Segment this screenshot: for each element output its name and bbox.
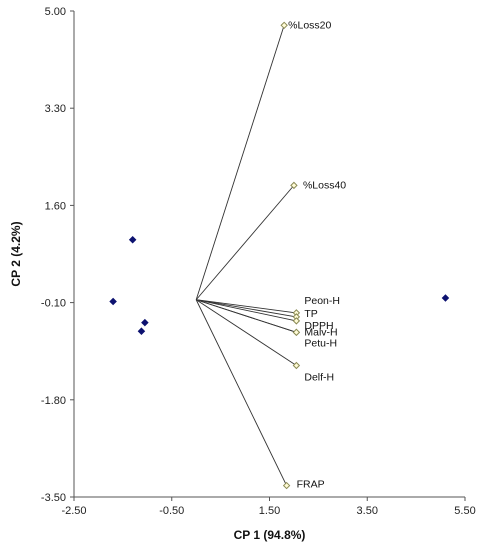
y-tick-label: 1.60 bbox=[45, 200, 66, 212]
x-tick-label: -0.50 bbox=[159, 505, 184, 517]
vector-marker bbox=[290, 181, 298, 190]
vector-line bbox=[195, 185, 295, 301]
vector-line bbox=[196, 299, 297, 333]
vector-marker bbox=[282, 481, 291, 490]
score-point bbox=[128, 235, 137, 244]
vector-marker bbox=[292, 328, 301, 337]
x-tick-label: 1.50 bbox=[259, 505, 280, 517]
vector-line bbox=[195, 299, 288, 486]
axes-layer bbox=[73, 11, 465, 498]
score-point bbox=[109, 297, 117, 306]
vector-line bbox=[195, 25, 285, 300]
vector-marker bbox=[280, 21, 288, 30]
y-tick-label: -0.10 bbox=[41, 298, 66, 310]
vector-line bbox=[196, 299, 297, 314]
y-tick-label: 3.30 bbox=[45, 103, 66, 115]
x-axis-ticks: -2.50 -0.50 1.50 3.50 5.50 bbox=[61, 497, 476, 517]
points-layer bbox=[109, 235, 450, 335]
vector-label: FRAP bbox=[297, 479, 325, 491]
vector-label: TP bbox=[304, 308, 317, 320]
vector-line bbox=[196, 299, 297, 322]
y-tick-label: -1.80 bbox=[41, 395, 66, 407]
vector-label: Malv-H bbox=[304, 326, 337, 338]
score-point bbox=[441, 294, 450, 302]
score-point bbox=[137, 327, 146, 335]
y-tick-label: -3.50 bbox=[41, 492, 66, 504]
x-axis-title: CP 1 (94.8%) bbox=[234, 528, 306, 542]
x-tick-label: 5.50 bbox=[454, 505, 475, 517]
vector-line bbox=[196, 299, 297, 318]
vector-line bbox=[195, 299, 297, 366]
vector-label: Delf-H bbox=[304, 371, 334, 383]
y-axis-ticks: 5.00 3.30 1.60 -0.10 -1.80 -3.50 bbox=[41, 6, 74, 504]
y-axis-title: CP 2 (4.2%) bbox=[9, 221, 23, 286]
x-tick-label: -2.50 bbox=[61, 505, 86, 517]
score-point bbox=[141, 318, 149, 327]
vector-label: %Loss20 bbox=[288, 19, 331, 31]
vector-marker bbox=[292, 361, 301, 370]
vector-label: Peon-H bbox=[304, 295, 340, 307]
vector-label: %Loss40 bbox=[303, 179, 346, 191]
x-tick-label: 3.50 bbox=[357, 505, 378, 517]
vector-marker bbox=[292, 317, 301, 325]
y-tick-label: 5.00 bbox=[45, 6, 66, 18]
vector-label: Petu-H bbox=[304, 337, 337, 349]
vector-label: DPPH bbox=[304, 320, 333, 332]
